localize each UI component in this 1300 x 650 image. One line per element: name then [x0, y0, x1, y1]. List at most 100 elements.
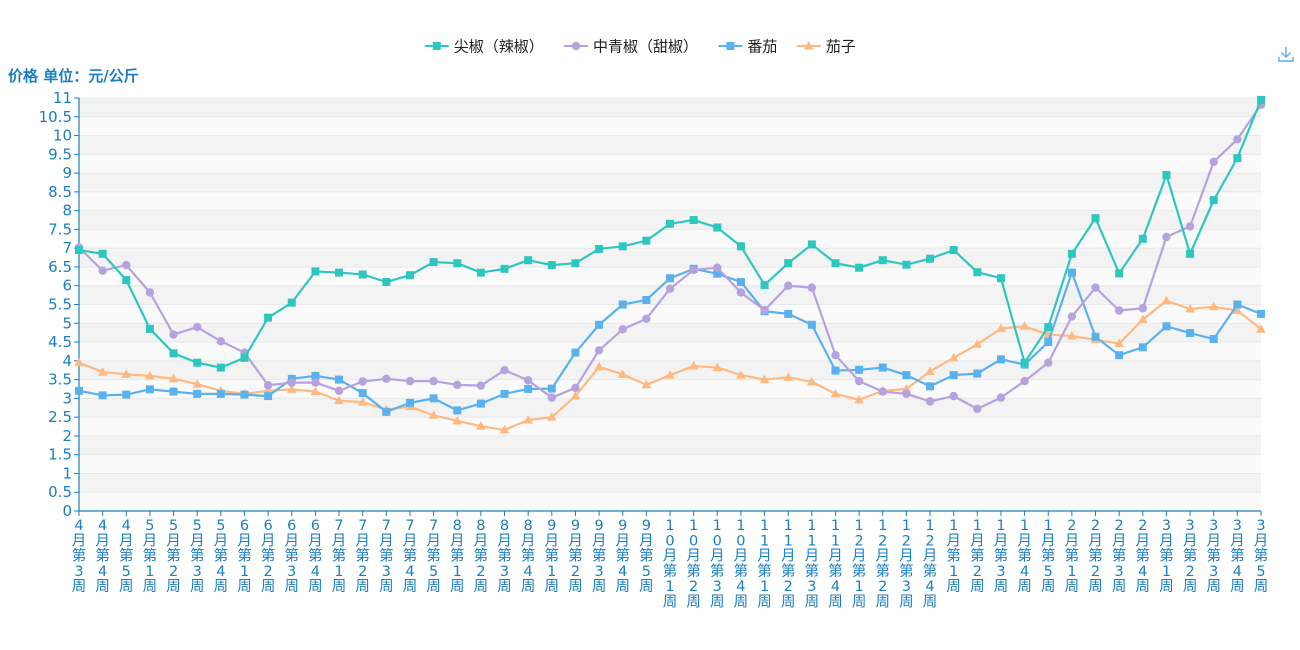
- data-point[interactable]: [74, 357, 84, 367]
- data-point[interactable]: [1162, 232, 1171, 242]
- data-point[interactable]: [855, 365, 864, 374]
- data-point[interactable]: [405, 271, 414, 280]
- data-point[interactable]: [901, 383, 912, 393]
- data-point[interactable]: [145, 324, 154, 333]
- legend-item[interactable]: 中青椒（甜椒）: [564, 38, 698, 56]
- legend-marker[interactable]: [726, 42, 735, 50]
- data-point[interactable]: [145, 385, 154, 394]
- data-point[interactable]: [1091, 214, 1100, 223]
- data-point[interactable]: [1115, 269, 1124, 278]
- legend-item[interactable]: 番茄: [718, 38, 777, 56]
- data-point[interactable]: [476, 399, 485, 408]
- data-point[interactable]: [405, 398, 414, 407]
- data-point[interactable]: [854, 376, 864, 386]
- data-point[interactable]: [948, 352, 959, 362]
- data-point[interactable]: [807, 283, 817, 292]
- data-point[interactable]: [500, 264, 509, 273]
- data-point[interactable]: [335, 375, 344, 384]
- data-point[interactable]: [902, 260, 911, 269]
- data-point[interactable]: [476, 268, 485, 277]
- data-point[interactable]: [1020, 358, 1029, 367]
- data-point[interactable]: [926, 254, 935, 263]
- data-point[interactable]: [855, 263, 864, 272]
- data-point[interactable]: [382, 407, 391, 416]
- data-point[interactable]: [1138, 343, 1147, 352]
- data-point[interactable]: [240, 353, 249, 362]
- data-point[interactable]: [784, 309, 793, 318]
- data-point[interactable]: [878, 256, 887, 265]
- data-point[interactable]: [1067, 268, 1076, 277]
- data-point[interactable]: [429, 394, 438, 403]
- data-point[interactable]: [1115, 351, 1124, 360]
- legend-item[interactable]: 尖椒（辣椒）: [424, 38, 544, 56]
- data-point[interactable]: [760, 305, 769, 315]
- data-point[interactable]: [216, 337, 226, 346]
- data-point[interactable]: [405, 376, 415, 386]
- data-point[interactable]: [1233, 154, 1242, 163]
- data-point[interactable]: [595, 244, 604, 253]
- data-point[interactable]: [1020, 376, 1029, 386]
- data-point[interactable]: [1091, 332, 1100, 341]
- data-point[interactable]: [973, 268, 982, 277]
- data-point[interactable]: [429, 376, 438, 386]
- data-point[interactable]: [595, 320, 604, 329]
- data-point[interactable]: [1044, 323, 1053, 332]
- data-point[interactable]: [784, 281, 793, 290]
- data-point[interactable]: [75, 246, 83, 255]
- data-point[interactable]: [996, 355, 1005, 364]
- data-point[interactable]: [1186, 249, 1195, 258]
- data-point[interactable]: [169, 330, 178, 339]
- data-point[interactable]: [1185, 304, 1195, 313]
- data-point[interactable]: [500, 389, 509, 398]
- data-point[interactable]: [736, 242, 745, 251]
- data-point[interactable]: [736, 288, 746, 297]
- data-point[interactable]: [311, 378, 320, 387]
- data-point[interactable]: [925, 366, 935, 375]
- data-point[interactable]: [949, 391, 958, 401]
- data-point[interactable]: [594, 346, 604, 355]
- data-point[interactable]: [902, 389, 911, 399]
- data-point[interactable]: [240, 390, 249, 399]
- data-point[interactable]: [1044, 338, 1053, 347]
- data-point[interactable]: [358, 377, 367, 386]
- data-point[interactable]: [807, 320, 816, 329]
- data-point[interactable]: [972, 339, 983, 348]
- data-point[interactable]: [1232, 305, 1243, 315]
- data-point[interactable]: [429, 258, 438, 267]
- data-point[interactable]: [1114, 306, 1124, 315]
- data-point[interactable]: [1209, 157, 1218, 167]
- data-point[interactable]: [547, 384, 556, 393]
- data-point[interactable]: [689, 216, 698, 225]
- data-point[interactable]: [736, 277, 745, 286]
- data-point[interactable]: [902, 371, 911, 380]
- data-point[interactable]: [571, 348, 580, 357]
- data-point[interactable]: [996, 393, 1006, 402]
- data-point[interactable]: [1019, 321, 1030, 330]
- data-point[interactable]: [642, 314, 651, 323]
- data-point[interactable]: [500, 366, 509, 375]
- data-point[interactable]: [145, 288, 155, 297]
- data-point[interactable]: [453, 406, 462, 415]
- data-point[interactable]: [830, 388, 841, 398]
- data-point[interactable]: [358, 270, 367, 279]
- data-point[interactable]: [1114, 338, 1124, 348]
- data-point[interactable]: [736, 370, 746, 379]
- data-point[interactable]: [854, 394, 864, 404]
- data-point[interactable]: [334, 386, 344, 396]
- data-point[interactable]: [1067, 331, 1077, 340]
- data-point[interactable]: [689, 265, 698, 275]
- data-point[interactable]: [193, 389, 202, 398]
- data-point[interactable]: [1162, 170, 1171, 179]
- data-point[interactable]: [168, 373, 179, 383]
- data-point[interactable]: [713, 269, 722, 278]
- data-point[interactable]: [1162, 322, 1171, 331]
- data-point[interactable]: [193, 358, 202, 367]
- data-point[interactable]: [926, 382, 935, 391]
- data-point[interactable]: [878, 387, 887, 396]
- data-point[interactable]: [98, 391, 107, 400]
- data-point[interactable]: [665, 370, 675, 379]
- data-point[interactable]: [169, 349, 178, 358]
- data-point[interactable]: [193, 322, 202, 332]
- data-point[interactable]: [97, 367, 108, 376]
- data-point[interactable]: [382, 374, 391, 384]
